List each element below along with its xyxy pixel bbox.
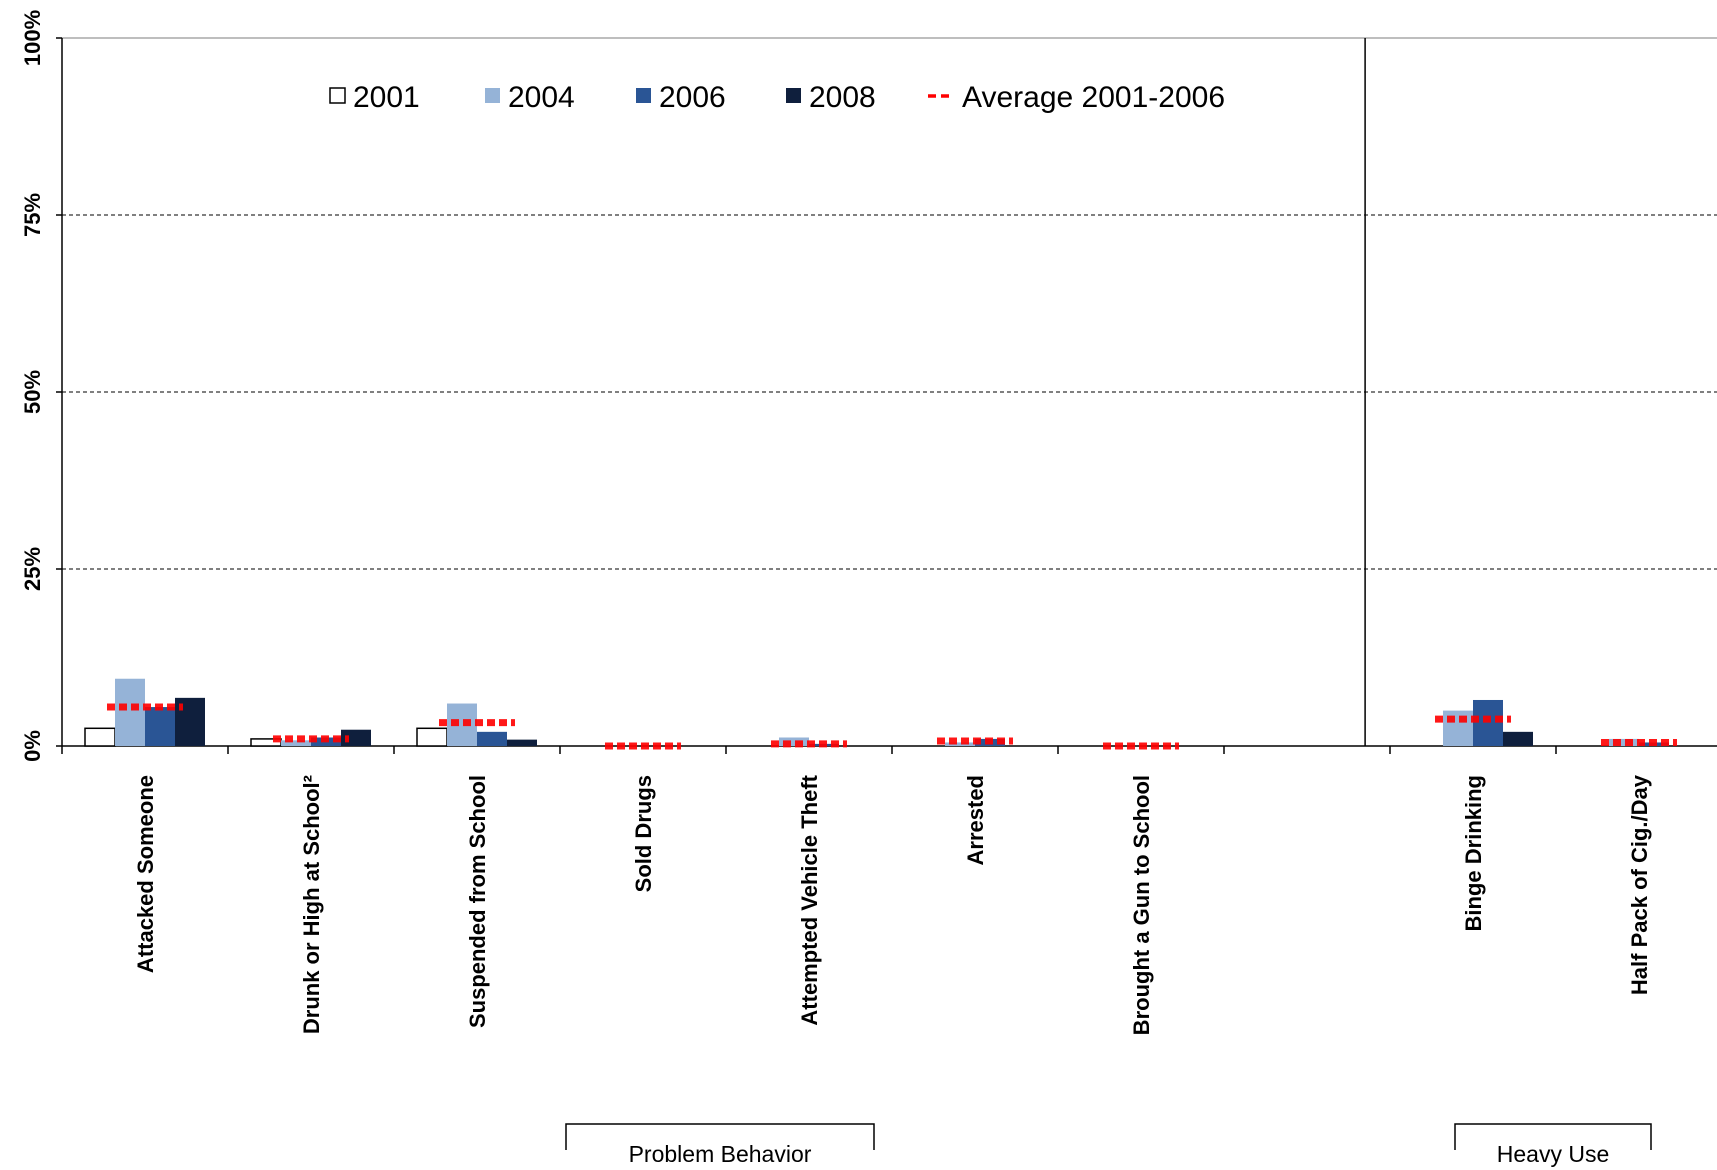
average-markers	[107, 703, 1677, 750]
legend-label-average: Average 2001-2006	[962, 81, 1225, 114]
bar-2001-2	[416, 727, 448, 747]
bars	[84, 678, 1669, 747]
legend-swatch-2001	[329, 87, 346, 104]
y-tick-label-75: 75%	[20, 193, 45, 237]
group-bracket-1	[1454, 1123, 1652, 1150]
y-tick-labels: 0% 25% 50% 75% 100%	[20, 10, 45, 762]
y-tick-label-50: 50%	[20, 370, 45, 414]
legend-label-2006: 2006	[659, 81, 726, 114]
bar-2008-8	[1503, 731, 1533, 746]
legend-label-2004: 2004	[508, 81, 575, 114]
bar-2008-2	[507, 739, 537, 746]
y-tick-label-0: 0%	[20, 730, 45, 762]
bar-2004-0	[115, 678, 145, 746]
legend-swatch-2006	[636, 88, 651, 103]
category-label-3: Sold Drugs	[631, 775, 656, 892]
category-label-5: Arrested	[963, 775, 988, 865]
bar-2004-1	[281, 740, 311, 746]
bar-2004-4	[779, 737, 809, 746]
legend-swatch-2008	[786, 88, 801, 103]
legend: 2001 2004 2006 2008 Average 2001-2006	[329, 81, 1225, 114]
bar-2006-2	[477, 731, 507, 746]
group-brackets: Problem Behavior Heavy Use	[565, 1123, 1652, 1167]
category-label-9: Half Pack of Cig./Day	[1627, 774, 1652, 995]
legend-label-2001: 2001	[353, 81, 420, 114]
y-tick-label-25: 25%	[20, 547, 45, 591]
category-label-8: Binge Drinking	[1461, 775, 1486, 931]
bar-2006-0	[145, 707, 175, 746]
axes	[56, 37, 1717, 754]
category-label-4: Attempted Vehicle Theft	[797, 774, 822, 1025]
bar-2004-9	[1609, 738, 1639, 746]
bar-2001-0	[84, 727, 116, 747]
y-tick-label-100: 100%	[20, 10, 45, 66]
category-label-1: Drunk or High at School²	[299, 775, 324, 1034]
bar-2006-8	[1473, 699, 1503, 746]
bar-2004-5	[945, 742, 975, 746]
category-label-2: Suspended from School	[465, 775, 490, 1028]
group-bracket-0	[565, 1123, 875, 1150]
grid-lines	[62, 37, 1717, 570]
category-label-0: Attacked Someone	[133, 775, 158, 973]
group-label-1: Heavy Use	[1497, 1141, 1609, 1167]
legend-swatch-2004	[485, 88, 500, 103]
category-labels: Attacked Someone Drunk or High at School²…	[133, 774, 1652, 1035]
legend-label-2008: 2008	[809, 81, 876, 114]
group-label-0: Problem Behavior	[629, 1141, 812, 1167]
category-label-6: Brought a Gun to School	[1129, 775, 1154, 1035]
